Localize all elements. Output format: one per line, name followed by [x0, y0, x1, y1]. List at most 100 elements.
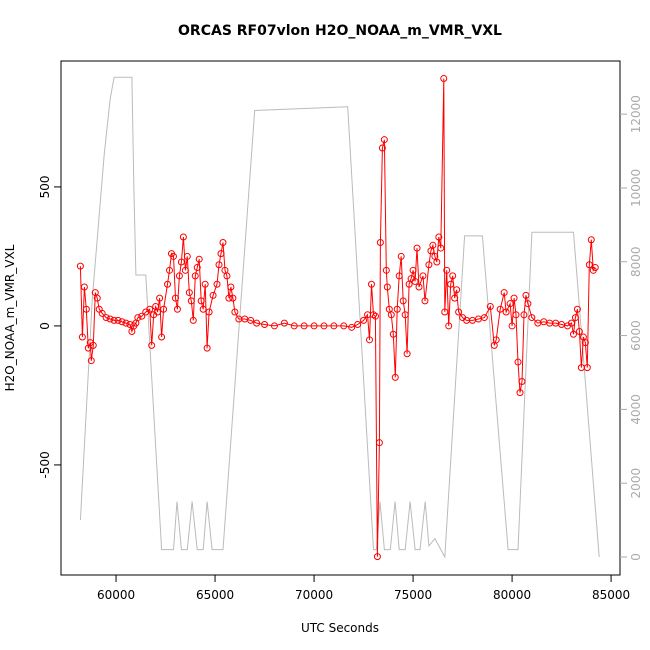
y-tick-label: 500	[38, 175, 52, 198]
data-point	[409, 266, 417, 274]
data-point	[195, 255, 203, 263]
data-point	[371, 312, 379, 320]
data-point	[330, 322, 338, 330]
data-point	[213, 280, 221, 288]
data-point	[419, 272, 427, 280]
data-point	[366, 336, 374, 344]
data-point	[486, 302, 494, 310]
x-tick-label: 75000	[394, 588, 432, 602]
y-tick-label: -500	[38, 451, 52, 478]
data-point	[78, 333, 86, 341]
data-point	[425, 261, 433, 269]
y2-tick-label: 0	[629, 553, 643, 561]
data-point	[573, 305, 581, 313]
data-point	[395, 272, 403, 280]
data-point	[270, 322, 278, 330]
data-point	[253, 319, 261, 327]
data-point	[169, 252, 177, 260]
data-point	[146, 305, 154, 313]
data-point	[585, 261, 593, 269]
data-point	[508, 322, 516, 330]
data-point	[187, 297, 195, 305]
data-point	[217, 250, 225, 258]
data-point	[429, 241, 437, 249]
data-point	[87, 357, 95, 365]
data-point	[512, 311, 520, 319]
data-point	[280, 319, 288, 327]
data-point	[154, 308, 162, 316]
data-point	[492, 336, 500, 344]
data-point	[199, 305, 207, 313]
data-point	[583, 364, 591, 372]
data-point	[310, 322, 318, 330]
y2-tick-label: 8000	[629, 246, 643, 277]
data-point	[393, 305, 401, 313]
chart-title: ORCAS RF07vlon H2O_NOAA_m_VMR_VXL	[178, 23, 502, 39]
data-point	[102, 314, 110, 322]
data-point	[166, 266, 174, 274]
data-point	[391, 373, 399, 381]
data-point	[205, 308, 213, 316]
data-point	[98, 309, 106, 317]
data-point	[134, 314, 142, 322]
y2-tick-label: 2000	[629, 468, 643, 499]
data-point	[215, 261, 223, 269]
x-tick-label: 60000	[97, 588, 135, 602]
data-point	[502, 308, 510, 316]
data-point	[348, 323, 356, 331]
data-point	[171, 294, 179, 302]
data-point	[575, 327, 583, 335]
data-point	[231, 308, 239, 316]
x-tick-label: 65000	[196, 588, 234, 602]
data-point	[114, 316, 122, 324]
data-point	[451, 294, 459, 302]
y2-tick-label: 4000	[629, 394, 643, 425]
y2-tick-label: 10000	[629, 169, 643, 207]
data-point	[440, 75, 448, 83]
data-point	[175, 272, 183, 280]
data-point	[156, 294, 164, 302]
data-point	[173, 305, 181, 313]
data-point	[219, 239, 227, 247]
data-point	[382, 266, 390, 274]
data-point	[441, 308, 449, 316]
data-point	[179, 233, 187, 241]
data-point	[185, 289, 193, 297]
data-point	[367, 280, 375, 288]
data-point	[445, 322, 453, 330]
data-point	[193, 264, 201, 272]
data-point	[437, 244, 445, 252]
data-point	[360, 316, 368, 324]
data-point	[581, 339, 589, 347]
data-point	[177, 258, 185, 266]
data-point	[209, 291, 217, 299]
data-point	[433, 258, 441, 266]
data-point	[160, 305, 168, 313]
data-point	[118, 318, 126, 326]
data-point	[290, 322, 298, 330]
series-line	[79, 78, 596, 557]
data-point	[369, 311, 377, 319]
data-point	[571, 314, 579, 322]
data-point	[191, 272, 199, 280]
data-point	[455, 308, 463, 316]
data-point	[110, 316, 118, 324]
data-point	[447, 280, 455, 288]
data-point	[506, 300, 514, 308]
data-point	[223, 272, 231, 280]
data-point	[443, 266, 451, 274]
data-point	[227, 283, 235, 291]
data-point	[480, 314, 488, 322]
y2-tick-label: 6000	[629, 320, 643, 351]
data-point	[354, 321, 362, 329]
series-line	[79, 76, 600, 559]
data-point	[401, 311, 409, 319]
data-point	[247, 316, 255, 324]
data-point	[375, 439, 383, 447]
data-point	[189, 316, 197, 324]
data-point	[320, 322, 328, 330]
data-point	[569, 330, 577, 338]
